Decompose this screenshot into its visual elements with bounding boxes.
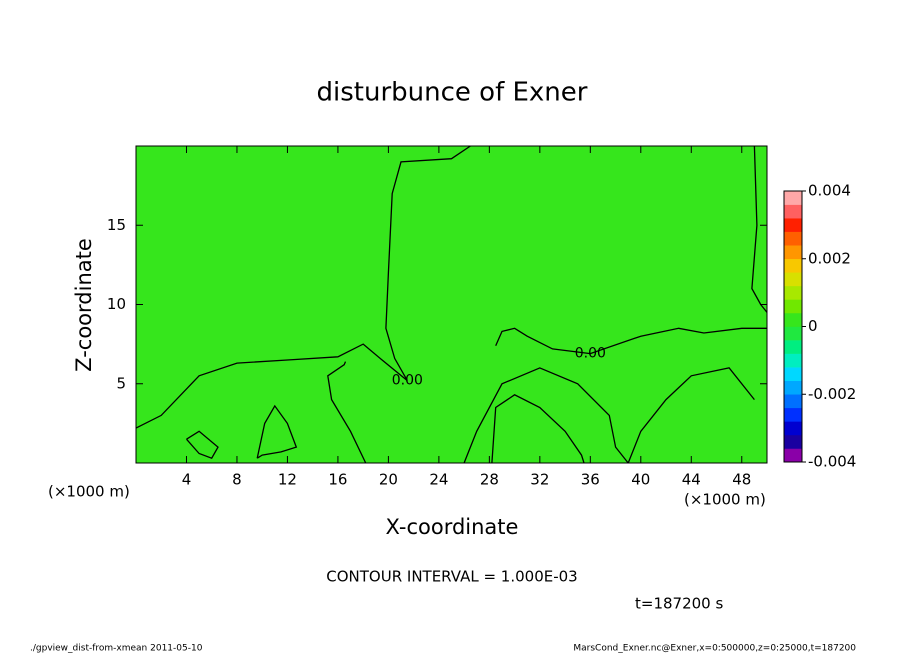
contour-label: 0.00: [575, 346, 606, 362]
colorbar-band: [784, 285, 802, 300]
colorbar-tick-label: 0.002: [808, 249, 851, 267]
x-tick-label: 40: [631, 471, 650, 489]
x-tick-label: 36: [581, 471, 600, 489]
contour-line: [495, 327, 767, 355]
colorbar-band: [784, 245, 802, 260]
contour-line: [627, 367, 755, 464]
contour-line: [186, 430, 219, 460]
colorbar-band: [784, 380, 802, 395]
colorbar-tick-label: 0: [808, 317, 818, 335]
x-tick-label: 44: [682, 471, 701, 489]
x-tick-label: 24: [429, 471, 448, 489]
x-unit-right: (×1000 m): [684, 491, 766, 509]
colorbar-tick-label: 0.004: [808, 182, 851, 200]
colorbar-band: [784, 434, 802, 449]
x-tick-label: 20: [379, 471, 398, 489]
colorbar-band: [784, 299, 802, 314]
x-tick-label: 16: [328, 471, 347, 489]
x-tick-label: 12: [278, 471, 297, 489]
colorbar-band: [784, 421, 802, 436]
contour-line: [327, 361, 367, 464]
y-tick-label: 15: [107, 216, 126, 234]
colorbar-band: [784, 353, 802, 368]
x-tick-label: 28: [480, 471, 499, 489]
y-tick-label: 10: [107, 295, 126, 313]
colorbar-band: [784, 407, 802, 422]
colorbar-band: [784, 312, 802, 327]
colorbar-band: [784, 367, 802, 381]
x-tick-label: 4: [182, 471, 192, 489]
x-axis-label: X-coordinate: [386, 515, 519, 539]
x-tick-label: 8: [232, 471, 242, 489]
annotation: CONTOUR INTERVAL = 1.000E-03: [326, 568, 577, 586]
plot-background: [136, 146, 767, 463]
footer-right: MarsCond_Exner.nc@Exner,x=0:500000,z=0:2…: [573, 644, 856, 654]
x-tick-label: 32: [530, 471, 549, 489]
y-tick-label: 5: [116, 374, 126, 392]
colorbar-band: [784, 204, 802, 219]
contour-line: [463, 367, 629, 464]
colorbar-band: [784, 231, 802, 246]
x-unit-left: (×1000 m): [48, 483, 130, 501]
colorbar-band: [784, 448, 802, 463]
contour-line: [256, 404, 298, 459]
time-label: t=187200 s: [635, 595, 723, 613]
colorbar-band: [784, 258, 802, 273]
colorbar-band: [784, 326, 802, 341]
colorbar-band: [784, 218, 802, 232]
contour-line: [751, 145, 768, 313]
x-tick-label: 48: [732, 471, 751, 489]
contour-label: 0.00: [392, 373, 423, 389]
colorbar-band: [784, 394, 802, 409]
y-axis-label: Z-coordinate: [72, 238, 96, 372]
chart-title: disturbunce of Exner: [317, 78, 588, 108]
colorbar-tick-label: -0.002: [808, 385, 856, 403]
colorbar-band: [784, 340, 802, 354]
colorbar-band: [784, 272, 802, 287]
colorbar-tick-label: -0.004: [808, 453, 856, 471]
colorbar-band: [784, 191, 802, 205]
footer-left: ./gpview_dist-from-xmean 2011-05-10: [30, 644, 203, 654]
contour-line: [491, 394, 585, 464]
contour-line: [135, 145, 471, 429]
